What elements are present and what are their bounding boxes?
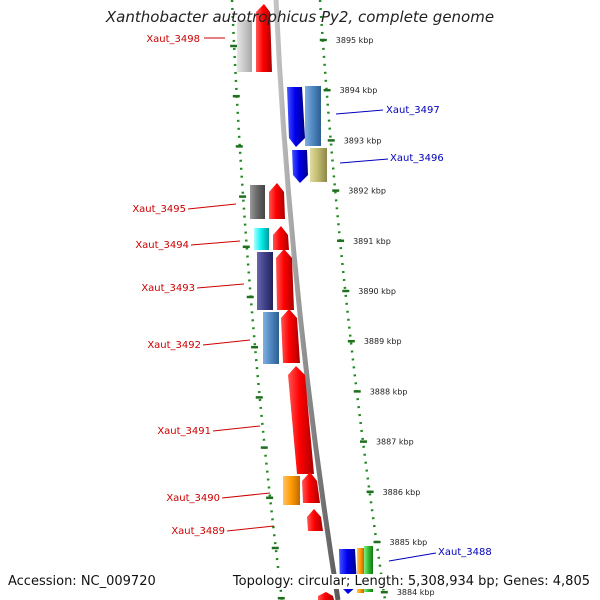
kbp-tick-label: 3884 kbp — [397, 588, 435, 597]
gene-xaut-3498[interactable] — [256, 4, 272, 72]
kbp-tick-label: 3885 kbp — [390, 538, 428, 547]
gene-xaut-3494[interactable] — [273, 226, 289, 250]
gene-label-xaut-3494[interactable]: Xaut_3494 — [135, 240, 189, 251]
kbp-tick-label: 3887 kbp — [376, 438, 414, 447]
gene-label-xaut-3490[interactable]: Xaut_3490 — [166, 493, 220, 504]
gene-label-xaut-3488[interactable]: Xaut_3488 — [438, 547, 492, 558]
genome-backbone — [273, 0, 341, 600]
map-title: Xanthobacter autotrophicus Py2, complete… — [105, 8, 495, 26]
gene-xaut-3492[interactable] — [281, 309, 300, 363]
kbp-tick-label: 3891 kbp — [353, 237, 391, 246]
gene-xaut-3488-orange[interactable] — [357, 548, 364, 593]
gene-xaut-3498-partner[interactable] — [237, 20, 252, 72]
gene-label-xaut-3496[interactable]: Xaut_3496 — [390, 153, 444, 164]
kbp-tick-label: 3890 kbp — [358, 287, 396, 296]
gene-label-xaut-3492[interactable]: Xaut_3492 — [147, 340, 201, 351]
gene-xaut-3490-orange[interactable] — [283, 476, 300, 505]
gene-xaut-3496-khaki[interactable] — [310, 148, 327, 182]
gene-labels: Xaut_3498 Xaut_3497 Xaut_3496 Xaut_3495 … — [132, 34, 491, 558]
gene-xaut-3496[interactable] — [292, 150, 308, 183]
gene-xaut-3493[interactable] — [276, 249, 294, 310]
gene-label-xaut-3498[interactable]: Xaut_3498 — [146, 34, 200, 45]
gene-label-xaut-3497[interactable]: Xaut_3497 — [386, 105, 440, 116]
gene-xaut-3494-cyan[interactable] — [254, 228, 269, 250]
kbp-tick-label: 3893 kbp — [344, 136, 382, 145]
gene-label-xaut-3491[interactable]: Xaut_3491 — [157, 426, 211, 437]
gene-xaut-3497-steel[interactable] — [305, 86, 321, 146]
tick-labels: 3895 kbp 3894 kbp 3893 kbp 3892 kbp 3891 kbp… — [336, 36, 435, 597]
gene-xaut-3495-gray[interactable] — [250, 185, 265, 219]
gene-label-xaut-3493[interactable]: Xaut_3493 — [141, 283, 195, 294]
gene-xaut-3495[interactable] — [269, 183, 285, 219]
gene-xaut-3491[interactable] — [288, 366, 314, 474]
gene-callouts — [187, 37, 437, 562]
gene-label-xaut-3495[interactable]: Xaut_3495 — [132, 204, 186, 215]
kbp-tick-label: 3886 kbp — [383, 488, 421, 497]
gene-xaut-3489[interactable] — [307, 509, 323, 531]
gene-bottom-red — [318, 592, 334, 600]
kbp-tick-label: 3894 kbp — [340, 86, 378, 95]
kbp-tick-label: 3888 kbp — [370, 387, 408, 396]
reverse-genes — [287, 86, 373, 594]
kbp-tick-label: 3889 kbp — [364, 337, 402, 346]
gene-xaut-3492-steel[interactable] — [263, 312, 279, 364]
gene-label-xaut-3489[interactable]: Xaut_3489 — [171, 526, 225, 537]
accession-text: Accession: NC_009720 — [8, 574, 156, 589]
gene-xaut-3488-green[interactable] — [364, 546, 373, 592]
forward-genes — [237, 4, 334, 600]
gene-xaut-3497[interactable] — [287, 87, 305, 147]
topology-text: Topology: circular; Length: 5,308,934 bp… — [232, 574, 590, 589]
gene-xaut-3493-navy[interactable] — [257, 252, 273, 310]
kbp-tick-label: 3895 kbp — [336, 36, 374, 45]
gene-xaut-3490[interactable] — [302, 472, 320, 503]
kbp-tick-label: 3892 kbp — [348, 187, 386, 196]
tick-marks — [230, 38, 388, 600]
